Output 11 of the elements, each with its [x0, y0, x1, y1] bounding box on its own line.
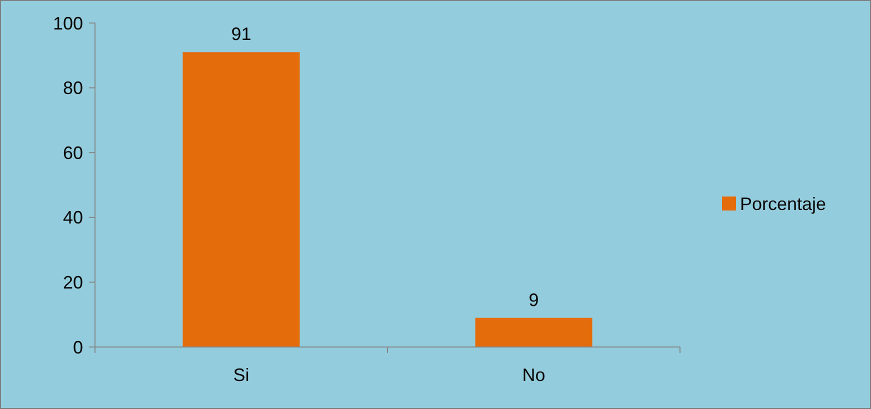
x-tick-label: Si [233, 365, 250, 385]
y-tick-label: 60 [62, 142, 83, 163]
y-tick-label: 80 [62, 78, 83, 98]
x-tick-label: No [522, 365, 546, 385]
y-tick-label: 40 [62, 208, 83, 228]
y-tick-label: 0 [72, 337, 83, 358]
y-tick-label: 100 [52, 13, 83, 34]
y-tick-label: 20 [62, 272, 83, 292]
data-label: 9 [528, 290, 539, 310]
legend-label: Porcentaje [740, 194, 826, 214]
data-label: 91 [231, 24, 252, 44]
